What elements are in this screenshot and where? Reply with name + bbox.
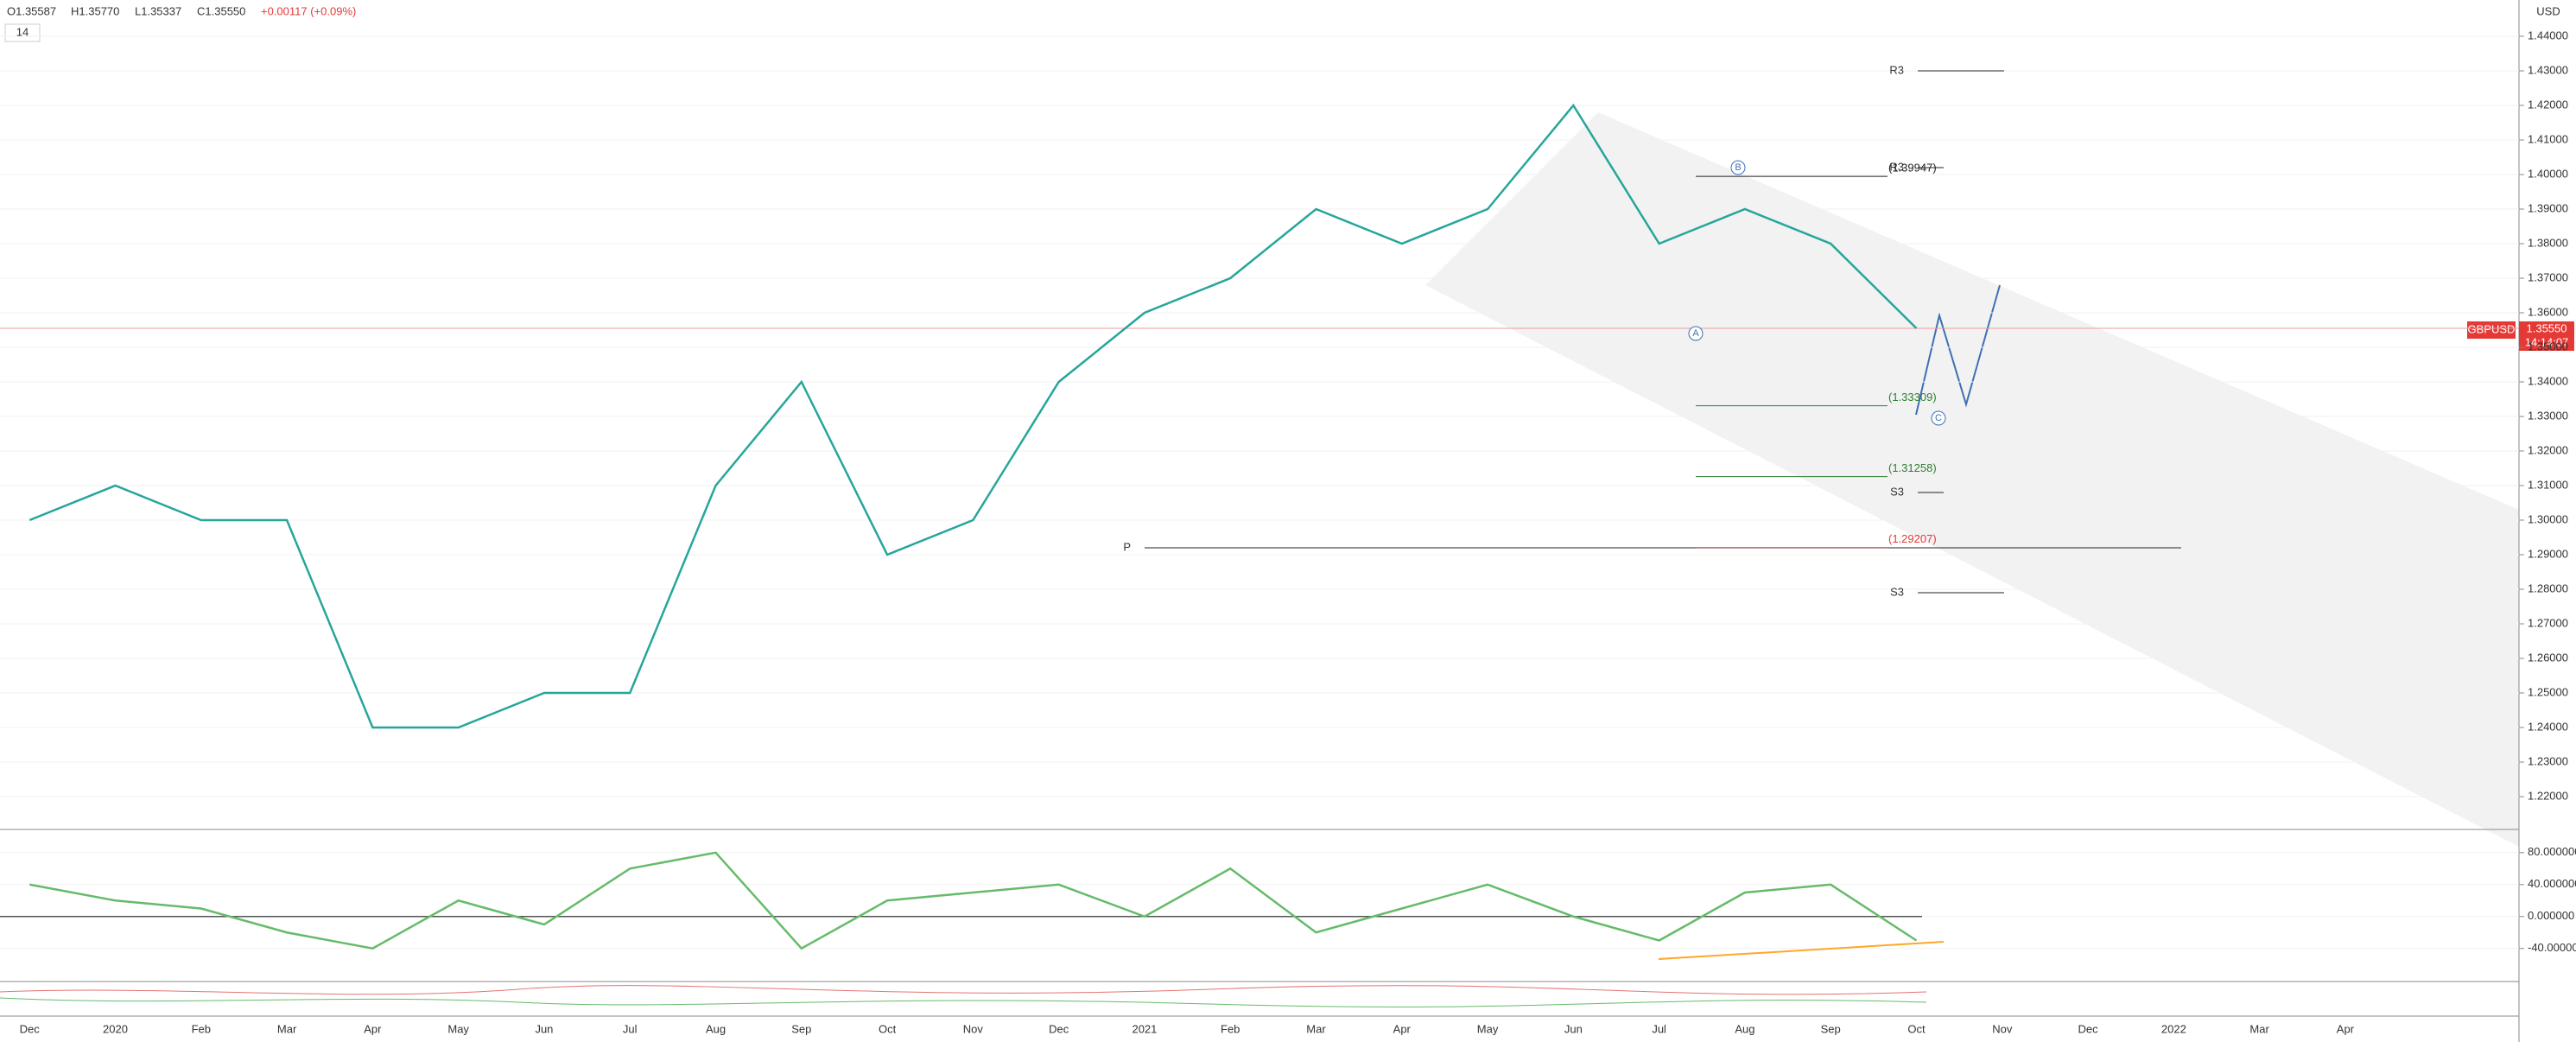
- y-tick-label: 1.36000: [2528, 305, 2568, 318]
- x-tick-label: Feb: [192, 1022, 211, 1035]
- y-tick-label: 1.28000: [2528, 581, 2568, 594]
- y-tick-label: -40.000000: [2528, 941, 2576, 954]
- y-tick-label: 0.000000: [2528, 909, 2574, 922]
- y-tick-label: 40.000000: [2528, 877, 2576, 890]
- wave-circle: [1688, 326, 1704, 341]
- y-tick-label: 1.39000: [2528, 201, 2568, 214]
- y-tick-label: 1.31000: [2528, 478, 2568, 491]
- pivot-label: R3: [1889, 63, 1904, 76]
- x-tick-label: Mar: [2249, 1022, 2269, 1035]
- ohlc: H1.35770: [71, 4, 119, 17]
- wave-label: C: [1935, 413, 1942, 423]
- trend-line: [1658, 941, 1945, 960]
- y-tick-label: 1.33000: [2528, 409, 2568, 422]
- ohlc: L1.35337: [135, 4, 181, 17]
- x-tick-label: Dec: [20, 1022, 41, 1035]
- x-tick-label: Apr: [364, 1022, 382, 1035]
- y-tick-label: 1.32000: [2528, 443, 2568, 456]
- pivot-label: P: [1123, 540, 1131, 553]
- channel: [1425, 112, 2519, 847]
- x-tick-label: 2020: [103, 1022, 128, 1035]
- pivot-label: S3: [1890, 585, 1904, 598]
- y-tick-label: 1.38000: [2528, 236, 2568, 249]
- y-tick-label: 1.26000: [2528, 651, 2568, 664]
- x-tick-label: Apr: [2337, 1022, 2355, 1035]
- interval[interactable]: 14: [16, 25, 29, 38]
- y-tick-label: 80.000000: [2528, 845, 2576, 858]
- x-tick-label: Aug: [706, 1022, 726, 1035]
- x-tick-label: Sep: [791, 1022, 811, 1035]
- change: +0.00117 (+0.09%): [261, 4, 356, 17]
- y-tick-label: 1.27000: [2528, 616, 2568, 629]
- x-tick-label: Mar: [277, 1022, 297, 1035]
- wave-label: B: [1735, 162, 1741, 173]
- fib-label: (1.39947): [1888, 162, 1937, 175]
- x-tick-label: May: [1477, 1022, 1499, 1035]
- y-tick-label: 1.30000: [2528, 512, 2568, 525]
- x-tick-label: Nov: [1992, 1022, 2013, 1035]
- price: 1.35550: [2527, 321, 2567, 334]
- y-tick-label: 1.24000: [2528, 720, 2568, 733]
- x-tick-label: Oct: [1907, 1022, 1926, 1035]
- x-tick-label: Jun: [1564, 1022, 1583, 1035]
- symbol-tag: [2467, 321, 2516, 339]
- fib-label: (1.31258): [1888, 461, 1937, 474]
- x-tick-label: 2021: [1132, 1022, 1157, 1035]
- series-line: [29, 103, 1918, 729]
- y-tick-label: 1.42000: [2528, 98, 2568, 111]
- y-tick-label: 1.41000: [2528, 132, 2568, 145]
- pivot-label: S3: [1890, 485, 1904, 498]
- y-tick-label: 1.40000: [2528, 167, 2568, 180]
- wave-label: A: [1692, 328, 1699, 339]
- mini-indicator: [0, 985, 1927, 995]
- mini-indicator: [0, 997, 1927, 1007]
- interval-box[interactable]: [4, 23, 41, 42]
- fib-label: (1.29207): [1888, 532, 1937, 545]
- x-tick-label: Nov: [963, 1022, 984, 1035]
- x-tick-label: Jun: [535, 1022, 553, 1035]
- y-tick-label: 1.37000: [2528, 270, 2568, 283]
- series-line: [29, 851, 1918, 950]
- wave-circle: [1931, 410, 1946, 426]
- x-tick-label: Sep: [1821, 1022, 1841, 1035]
- y-tick-label: 1.34000: [2528, 374, 2568, 387]
- x-tick-label: Oct: [879, 1022, 897, 1035]
- price-tag: [2519, 321, 2574, 351]
- x-tick-label: Feb: [1221, 1022, 1240, 1035]
- x-tick-label: 2022: [2161, 1022, 2186, 1035]
- x-tick-label: Dec: [1049, 1022, 1069, 1035]
- x-tick-label: May: [447, 1022, 469, 1035]
- countdown: 14:14:07: [2525, 335, 2569, 348]
- ohlc: C1.35550: [197, 4, 245, 17]
- x-tick-label: Aug: [1735, 1022, 1754, 1035]
- x-tick-label: Jul: [623, 1022, 638, 1035]
- projection: [1915, 284, 2001, 416]
- currency: USD: [2536, 4, 2560, 17]
- x-tick-label: Apr: [1393, 1022, 1412, 1035]
- symbol: GBPUSD: [2468, 322, 2516, 335]
- ohlc: O1.35587: [7, 4, 56, 17]
- y-tick-label: 1.22000: [2528, 789, 2568, 802]
- x-tick-label: Jul: [1652, 1022, 1666, 1035]
- x-tick-label: Dec: [2078, 1022, 2098, 1035]
- y-tick-label: 1.23000: [2528, 754, 2568, 767]
- y-tick-label: 1.25000: [2528, 685, 2568, 698]
- pivot-label: R3: [1889, 160, 1904, 173]
- x-tick-label: Mar: [1306, 1022, 1326, 1035]
- fib-label: (1.33309): [1888, 391, 1937, 403]
- wave-circle: [1730, 160, 1746, 175]
- y-tick-label: 1.43000: [2528, 63, 2568, 76]
- y-tick-label: 1.44000: [2528, 29, 2568, 41]
- y-tick-label: 1.35000: [2528, 340, 2568, 353]
- y-tick-label: 1.29000: [2528, 547, 2568, 560]
